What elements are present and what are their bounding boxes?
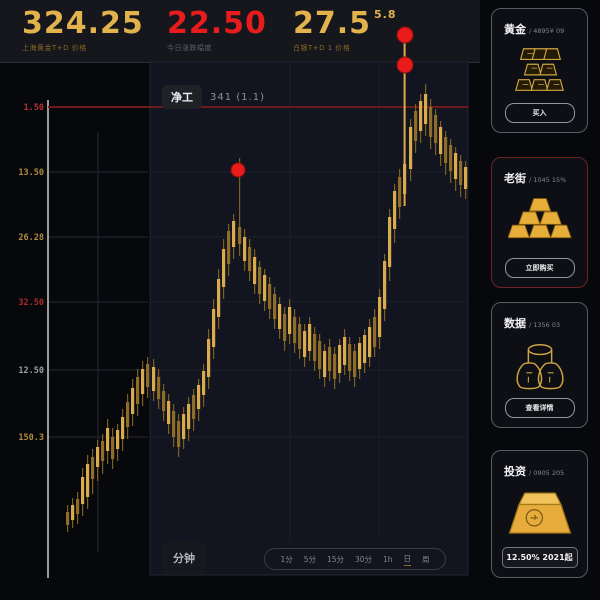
card-title-row: 数据 / 1356 03 <box>492 303 587 331</box>
stat-caption: 今日涨跌幅度 <box>167 44 212 52</box>
svg-text:26.28: 26.28 <box>18 233 44 243</box>
card-title: 投资 <box>504 465 526 478</box>
gold-bars-outline-icon <box>492 45 587 97</box>
card-title-row: 老街 / 1045 15% <box>492 158 587 186</box>
stat-gold-price: 324.25 上海黄金T+D 价格 <box>22 9 144 53</box>
timeframe-option-5m[interactable]: 5分 <box>303 554 317 564</box>
card-subtitle: / 1356 03 <box>529 321 561 329</box>
svg-text:150.3: 150.3 <box>18 433 44 443</box>
gold-bars-icon <box>492 194 587 244</box>
card-invest: 投资 / 0905 205 12.50% 2021起 <box>491 450 588 578</box>
timeframe-option-day[interactable]: 日 <box>403 553 412 566</box>
stat-value: 324.25 <box>22 6 144 41</box>
svg-text:32.50: 32.50 <box>18 298 44 308</box>
stat-sup: 5.8 <box>374 8 397 21</box>
header-bar: 324.25 上海黄金T+D 价格 22.50 今日涨跌幅度 27.5 5.8 白… <box>0 0 480 63</box>
timeframe-menu-button[interactable]: 分钟 <box>162 542 206 574</box>
stat-value: 22.50 <box>167 6 267 41</box>
card-title-row: 投资 / 0905 205 <box>492 451 587 479</box>
card-buy-now: 老街 / 1045 15% 立即购买 <box>491 157 588 288</box>
buy-button[interactable]: 买入 <box>504 103 575 123</box>
timeframe-option-15m[interactable]: 15分 <box>326 554 345 564</box>
money-bags-icon <box>492 339 587 397</box>
stat-value: 27.5 5.8 <box>293 6 397 41</box>
timeframe-selector: 1分 5分 15分 30分 1h 日 周 <box>264 548 446 570</box>
timeframe-option-30m[interactable]: 30分 <box>355 554 373 564</box>
card-subtitle: / 4895¥ 09 <box>529 27 565 35</box>
rate-label: 12.50% 2021起 <box>501 547 578 568</box>
chart-tooltip: 净工 341 (1.1) <box>162 85 265 109</box>
stat-change: 22.50 今日涨跌幅度 <box>167 9 267 53</box>
svg-text:13.50: 13.50 <box>18 168 44 178</box>
card-subtitle: / 0905 205 <box>529 469 565 477</box>
details-button[interactable]: 查看详情 <box>504 398 575 418</box>
timeframe-option-week[interactable]: 周 <box>421 554 430 564</box>
timeframe-option-1h[interactable]: 1h <box>383 554 393 564</box>
card-title: 黄金 <box>504 23 526 36</box>
gold-ingot-icon <box>492 487 587 541</box>
svg-text:12.50: 12.50 <box>18 366 44 376</box>
tooltip-value: 341 (1.1) <box>210 91 265 103</box>
buy-now-button[interactable]: 立即购买 <box>504 258 575 278</box>
card-title: 数据 <box>504 317 526 330</box>
stat-caption: 白银T+D 1 价格 <box>293 44 351 52</box>
stat-caption: 上海黄金T+D 价格 <box>22 44 87 52</box>
card-gold-buy: 黄金 / 4895¥ 09 买入 <box>491 8 588 133</box>
timeframe-option-1m[interactable]: 1分 <box>280 554 293 564</box>
card-title: 老街 <box>504 172 526 185</box>
stat-silver-price: 27.5 5.8 白银T+D 1 价格 <box>293 9 397 53</box>
svg-text:1.50: 1.50 <box>24 103 44 113</box>
tooltip-badge: 净工 <box>162 85 202 109</box>
card-data: 数据 / 1356 03 查看详情 <box>491 302 588 428</box>
card-title-row: 黄金 / 4895¥ 09 <box>492 9 587 37</box>
card-subtitle: / 1045 15% <box>529 176 567 184</box>
